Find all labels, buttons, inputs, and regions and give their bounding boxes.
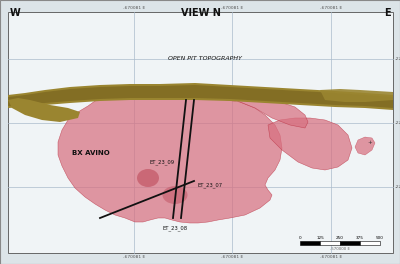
Polygon shape [268,118,352,170]
Text: 250: 250 [336,236,344,240]
Polygon shape [320,89,393,102]
Text: 500: 500 [376,236,384,240]
Text: -670081 E: -670081 E [123,6,146,10]
Text: VIEW N: VIEW N [180,8,220,18]
Text: 0: 0 [299,236,301,240]
Text: -228: -228 [395,121,400,125]
Polygon shape [235,98,308,128]
Bar [340,241,360,245]
Text: E: E [384,8,391,18]
Bar [360,241,380,245]
Text: +: + [368,139,372,144]
Polygon shape [8,85,393,108]
Ellipse shape [137,169,159,187]
Text: 125: 125 [316,236,324,240]
Text: ET_23_07: ET_23_07 [197,182,222,188]
Text: -670081 E: -670081 E [221,6,244,10]
Text: OPEN PIT TOPOGRAPHY: OPEN PIT TOPOGRAPHY [168,55,242,60]
Text: -670081 E: -670081 E [123,255,146,259]
Text: BX AVINO: BX AVINO [72,150,110,156]
Text: W: W [10,8,21,18]
Text: ET_23_08: ET_23_08 [162,225,188,231]
Text: 375: 375 [356,236,364,240]
Polygon shape [58,95,282,223]
Text: -228: -228 [395,57,400,61]
Text: -670081 E: -670081 E [221,255,244,259]
Polygon shape [355,137,375,155]
Ellipse shape [162,186,188,204]
Text: ET_23_09: ET_23_09 [150,159,175,165]
Text: -570000 E: -570000 E [330,247,350,251]
Text: -670081 E: -670081 E [320,255,342,259]
Bar [300,241,320,245]
Bar [320,241,340,245]
Text: -228: -228 [395,185,400,189]
Polygon shape [8,83,393,110]
Polygon shape [8,98,80,122]
Text: -670081 E: -670081 E [320,6,342,10]
